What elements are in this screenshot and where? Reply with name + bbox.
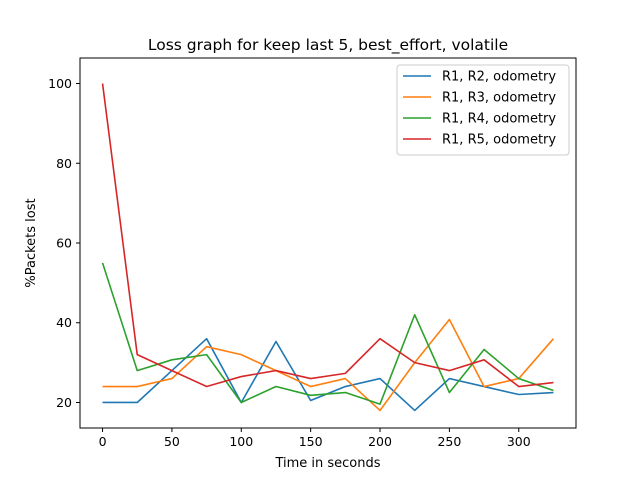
y-tick-label: 80 [56, 156, 72, 171]
x-tick-label: 250 [437, 434, 461, 449]
x-axis: 0 50 100 150 200 250 300 [99, 428, 531, 449]
series-line-1 [102, 337, 554, 412]
x-tick-label: 200 [368, 434, 392, 449]
x-tick-label: 300 [507, 434, 531, 449]
y-tick-label: 60 [56, 236, 72, 251]
legend: R1, R2, odometry R1, R3, odometry R1, R4, … [396, 64, 570, 156]
x-tick-label: 100 [229, 434, 253, 449]
legend-label: R1, R5, odometry [442, 133, 556, 148]
y-axis-label: %Packets lost [24, 198, 39, 287]
x-tick-label: 150 [299, 434, 323, 449]
series-layer [101, 83, 555, 412]
x-tick-label: 50 [164, 434, 180, 449]
legend-label: R1, R3, odometry [442, 91, 556, 106]
legend-label: R1, R4, odometry [442, 112, 556, 127]
legend-box [396, 64, 570, 156]
x-axis-label: Time in seconds [274, 456, 380, 471]
chart-title: Loss graph for keep last 5, best_effort,… [148, 36, 508, 55]
series-line-4 [101, 83, 554, 388]
plot-frame [79, 57, 577, 429]
y-axis: 20 40 60 80 100 [48, 76, 80, 410]
y-tick-label: 40 [56, 315, 72, 330]
series-line-2 [102, 318, 555, 412]
legend-label: R1, R2, odometry [442, 70, 556, 85]
y-tick-label: 20 [56, 395, 72, 410]
series-line-3 [101, 262, 554, 405]
y-tick-label: 100 [48, 76, 72, 91]
x-tick-label: 0 [99, 434, 107, 449]
